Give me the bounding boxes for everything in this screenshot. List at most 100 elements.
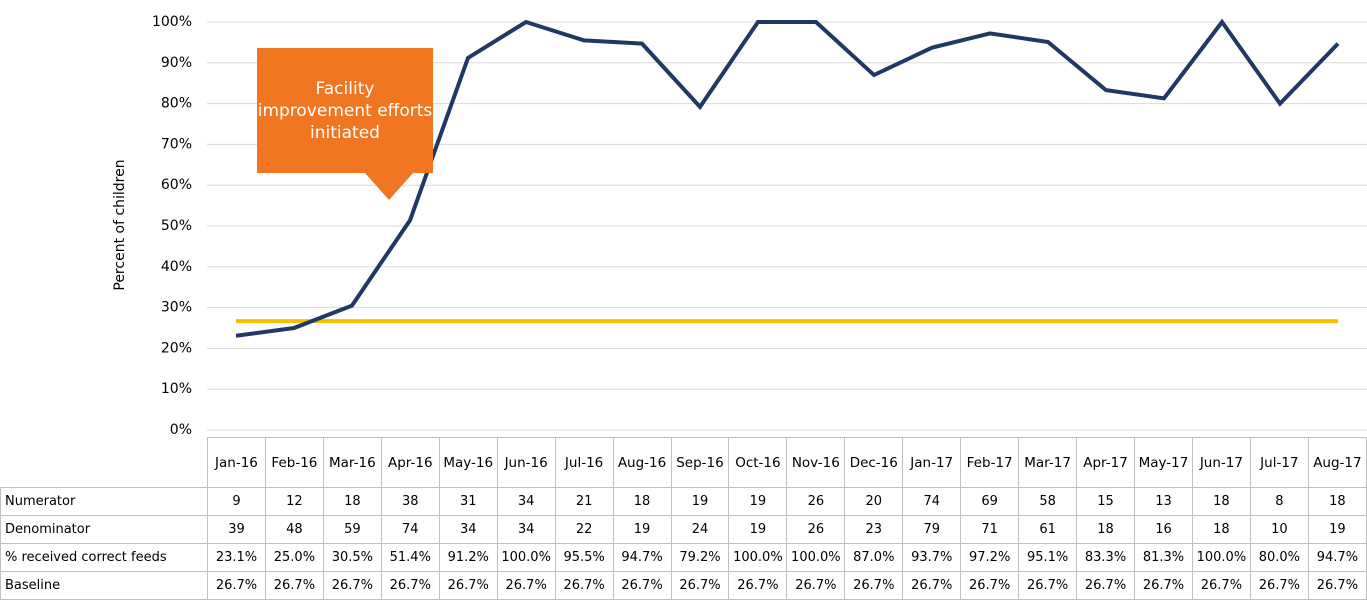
table-value: 23 [844,515,904,544]
table-value: 21 [554,487,614,516]
table-value: 15 [1076,487,1135,516]
data-label: 26.7% [322,571,382,600]
x-tick-label: Apr-16 [388,454,433,471]
category-cell: Jul-17 [1249,437,1309,488]
category-cell: Feb-17 [960,437,1020,488]
data-label: 25.0% [264,543,324,572]
table-value: 19 [728,487,788,516]
x-tick-label: May-16 [443,454,494,471]
x-tick-label: Dec-16 [849,454,898,471]
row-name: Numerator [0,487,208,516]
x-tick-label: Aug-16 [617,454,667,471]
table-value: 18 [1307,487,1367,516]
legend-entry: % received correct feeds [0,543,208,572]
y-tick-label: 0% [170,422,192,437]
table-value: 69 [960,487,1020,516]
x-tick-label: Jun-16 [504,454,548,471]
y-tick-label: 30% [161,300,192,316]
data-label: 87.0% [844,543,904,572]
table-value: 18 [1191,487,1251,516]
x-tick-label: Aug-17 [1313,454,1362,471]
table-value: 18 [1191,515,1251,544]
data-label: 26.7% [612,571,672,600]
x-tick-label: Mar-17 [1024,454,1071,471]
table-value: 13 [1134,487,1193,516]
table-value: 9 [207,487,266,516]
y-tick-label: 100% [152,14,192,30]
data-label: 26.7% [380,571,440,600]
data-label: 91.2% [438,543,498,572]
table-value: 12 [264,487,324,516]
annotation-text: Facility improvement efforts initiated [257,78,433,143]
table-value: 16 [1134,515,1193,544]
x-tick-label: Sep-16 [676,454,724,471]
table-value: 19 [612,515,672,544]
x-tick-label: Jan-16 [215,454,258,471]
table-value: 19 [670,487,730,516]
category-cell: Aug-17 [1307,437,1367,488]
data-label: 100.0% [496,543,556,572]
data-label: 26.7% [1018,571,1078,600]
data-label: 26.7% [207,571,266,600]
table-value: 61 [1018,515,1078,544]
category-cell: May-17 [1134,437,1193,488]
category-cell: Dec-16 [844,437,904,488]
table-value: 19 [728,515,788,544]
y-axis-label: Percent of children [112,159,128,290]
data-label: 97.2% [960,543,1020,572]
data-label: 26.7% [670,571,730,600]
table-value: 59 [322,515,382,544]
data-label: 26.7% [1307,571,1367,600]
x-tick-label: Jul-17 [1260,454,1299,471]
y-tick-label: 70% [161,136,192,152]
legend-entry: Baseline [0,571,208,600]
table-value: 31 [438,487,498,516]
y-tick-label: 20% [161,340,192,356]
category-cell: Jul-16 [554,437,614,488]
table-value: 34 [496,487,556,516]
table-value: 26 [786,487,846,516]
category-cell: Jan-16 [207,437,266,488]
data-label: 94.7% [1307,543,1367,572]
chart: Percent of children 0% 10% 20% 30% 40% 50% 60%… [112,14,1367,437]
x-tick-label: Oct-16 [735,454,781,471]
data-table: Jan-16 Feb-16 Mar-16 Apr-16 May-16 Jun-16 Jul-… [0,437,1367,600]
data-label: 26.7% [844,571,904,600]
data-label: 26.7% [1191,571,1251,600]
data-label: 100.0% [728,543,788,572]
table-value: 22 [554,515,614,544]
y-tick-label: 40% [161,259,192,275]
data-label: 26.7% [902,571,962,600]
category-cell: Apr-16 [380,437,440,488]
data-label: 100.0% [1191,543,1251,572]
x-tick-label: Jul-16 [564,454,604,471]
data-label: 26.7% [496,571,556,600]
table-value: 34 [496,515,556,544]
category-cell: Nov-16 [786,437,846,488]
data-label: 26.7% [264,571,324,600]
table-value: 26 [786,515,846,544]
table-value: 20 [844,487,904,516]
x-tick-label: May-17 [1138,454,1189,471]
table-value: 74 [380,515,440,544]
table-value: 39 [207,515,266,544]
table-value: 8 [1249,487,1309,516]
data-label: 26.7% [786,571,846,600]
table-value: 71 [960,515,1020,544]
category-cell: Sep-16 [670,437,730,488]
table-value: 38 [380,487,440,516]
table-value: 18 [1076,515,1135,544]
data-label: 80.0% [1249,543,1309,572]
table-value: 48 [264,515,324,544]
x-tick-label: Mar-16 [329,454,376,471]
data-label: 30.5% [322,543,382,572]
category-cell: Oct-16 [728,437,788,488]
category-cell: Jan-17 [902,437,962,488]
table-value: 74 [902,487,962,516]
x-tick-label: Feb-16 [271,454,318,471]
line [235,18,1340,338]
x-tick-label: Apr-17 [1083,454,1128,471]
category-cell: Jun-17 [1191,437,1251,488]
data-label: 26.7% [438,571,498,600]
category-cell: Apr-17 [1076,437,1135,488]
